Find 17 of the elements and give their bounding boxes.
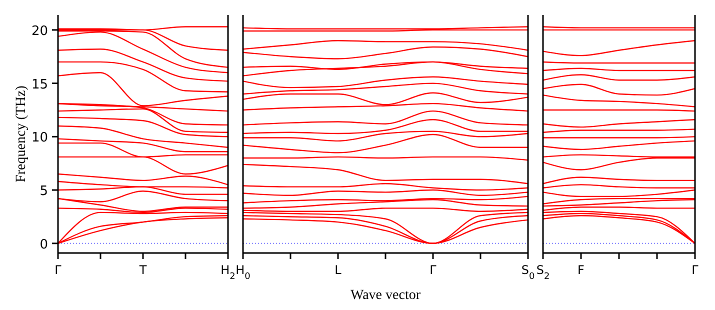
x-tick-label: S$_{0}$ xyxy=(521,263,535,282)
x-tick-label: H$_{2}$ xyxy=(220,263,236,282)
y-tick-label: 20 xyxy=(31,24,48,39)
y-axis-title: Frequency (THz) xyxy=(14,85,28,182)
x-tick-label: T xyxy=(138,263,148,277)
y-tick-label: 10 xyxy=(31,130,48,146)
y-tick-label: 15 xyxy=(31,77,48,92)
x-tick-label: L xyxy=(334,263,342,277)
x-axis-title: Wave vector xyxy=(350,288,421,303)
x-tick-label: S$_{2}$ xyxy=(536,263,550,282)
x-tick-label: F xyxy=(578,263,585,277)
y-tick-label: 5 xyxy=(40,184,48,200)
x-tick-label: Γ xyxy=(692,263,699,277)
y-tick-label: 0 xyxy=(40,237,48,252)
x-tick-label: Γ xyxy=(54,263,62,277)
x-tick-label: Γ xyxy=(430,263,437,277)
x-tick-label: H$_{0}$ xyxy=(236,263,251,282)
